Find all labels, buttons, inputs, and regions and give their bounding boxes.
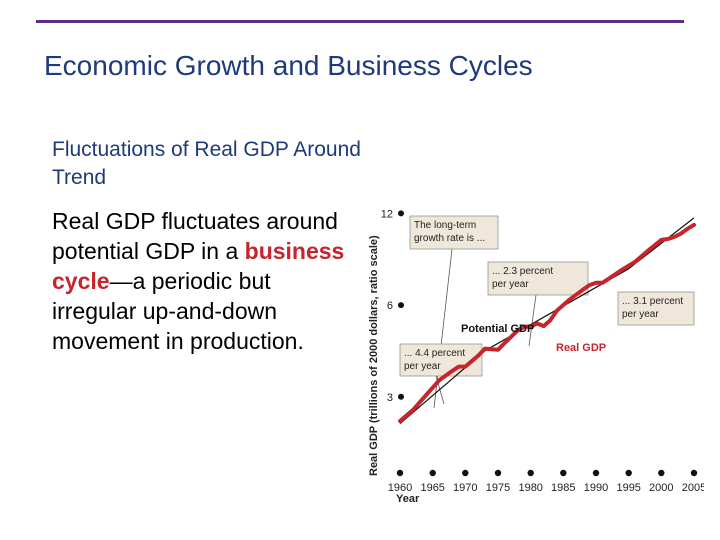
x-tick-dot: [592, 469, 600, 477]
x-tick-label: 1985: [551, 482, 575, 494]
x-tick-dot: [462, 469, 469, 477]
callout-box: [399, 343, 483, 377]
callout-box: [487, 261, 589, 296]
slide-subheading: Fluctuations of Real GDP Around Trend: [52, 138, 361, 189]
body-text-after: —a periodic but irregular up-and-down mo…: [52, 268, 304, 354]
callout-box: [409, 215, 499, 250]
y-tick-dot: [398, 302, 404, 309]
callout-text: growth rate is ...: [414, 233, 485, 244]
y-axis-title: Real GDP (trillions of 2000 dollars, rat…: [368, 235, 380, 476]
x-tick-dot: [658, 469, 665, 477]
x-tick-label: 1980: [518, 482, 542, 494]
real-gdp-line: [398, 222, 696, 423]
y-tick-label: 12: [381, 208, 393, 220]
y-axis-ticks: 3 6 12: [381, 208, 404, 404]
x-tick-dot: [396, 469, 404, 477]
x-tick-dot: [690, 469, 698, 477]
callout-text: per year: [622, 309, 659, 320]
x-tick-label: 1990: [584, 482, 608, 494]
callout-text: The long-term: [414, 220, 476, 231]
x-tick-label: 1970: [453, 482, 477, 494]
x-tick-dot: [560, 469, 567, 477]
y-tick-label: 6: [387, 300, 393, 312]
key-term: business cycle: [52, 238, 345, 294]
x-tick-label: 2000: [649, 482, 673, 494]
callout-text: ... 3.1 percent: [622, 296, 683, 307]
y-tick-dot: [398, 393, 404, 400]
callout-text: per year: [404, 361, 441, 372]
callout-text: per year: [492, 279, 529, 290]
x-axis-ticks: 1960 1965 1970 1975 1980 1985 1990 1995 2000 2005: [388, 469, 704, 494]
x-tick-label: 1965: [420, 482, 444, 494]
x-tick-label: 1995: [616, 482, 640, 494]
real-gdp-chart: The long-term growth rate is ... ... 4.4 p…: [368, 208, 704, 505]
callout-leader-line: [528, 294, 537, 347]
x-tick-label: 1960: [388, 482, 412, 494]
series-label-real-gdp: Real GDP: [556, 342, 606, 354]
series-label-potential-gdp: Potential GDP: [461, 323, 534, 335]
x-tick-dot: [494, 469, 502, 477]
x-tick-dot: [625, 469, 632, 477]
slide-body: Real GDP fluctuates around potential GDP…: [52, 206, 352, 356]
y-tick-label: 3: [387, 392, 393, 404]
callout-text: ... 2.3 percent: [492, 266, 553, 277]
callout-layer: The long-term growth rate is ... ... 4.4 p…: [399, 215, 695, 409]
x-axis-title: Year: [396, 493, 420, 505]
x-tick-dot: [527, 469, 534, 477]
y-tick-dot: [398, 210, 404, 217]
x-tick-label: 2005: [682, 482, 704, 494]
callout-text: ... 4.4 percent: [404, 348, 465, 359]
body-text-before: Real GDP fluctuates around potential GDP…: [52, 208, 338, 264]
x-tick-label: 1975: [486, 482, 510, 494]
callout-box: [617, 291, 695, 326]
x-tick-dot: [429, 469, 436, 477]
title-rule: [36, 20, 684, 23]
slide-title: Economic Growth and Business Cycles: [44, 50, 533, 81]
